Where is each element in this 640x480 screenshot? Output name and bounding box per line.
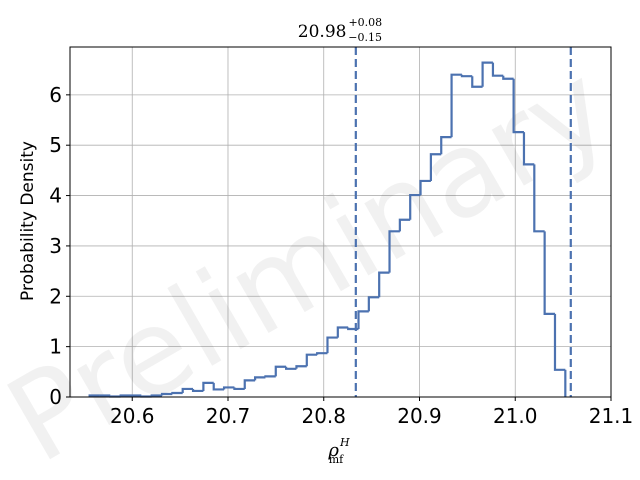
histogram-bin [160,392,173,396]
histogram-bin [357,310,369,330]
histogram-bin [109,395,121,398]
histogram-bin [388,230,400,273]
plot-frame [69,46,612,398]
y-tick-label: 4 [49,184,62,208]
histogram-bin [419,179,431,196]
x-axis-label: ρH mf [327,436,350,466]
x-tick-label: 20.6 [110,404,155,428]
histogram-bin [150,394,163,397]
histogram-bin [440,136,452,155]
histogram-bin [119,394,131,397]
histogram-bin [398,218,411,232]
y-axis-label: Probability Density [18,141,38,301]
histogram-bin [212,382,225,391]
histogram-bin [502,75,514,80]
histogram-bin [140,395,152,398]
y-tick-label: 6 [49,83,62,107]
y-tick-label: 1 [49,335,62,359]
histogram-bin [326,336,338,354]
x-tick-label: 21.1 [589,404,634,428]
x-tick-label: 20.8 [301,404,346,428]
histogram-bin [191,388,204,393]
credible-interval-lines [354,47,572,397]
x-tick-label: 21.0 [493,404,538,428]
y-tick-label: 3 [49,234,62,258]
histogram-bin [222,386,235,390]
histogram-bin [316,352,328,355]
histogram-bin [471,76,483,88]
histogram-bin [181,387,194,393]
histogram-bin [264,375,276,378]
x-label-superscript: H [339,436,350,449]
histogram-bin [243,379,256,389]
histogram-bin [429,153,442,181]
y-tick-label: 5 [49,133,62,157]
histogram-bin [253,376,266,381]
histogram-bin [305,353,318,367]
histogram-bin [533,164,545,233]
x-tick-label: 20.7 [206,404,251,428]
histogram-bin [460,74,473,78]
title-subscript: −0.15 [348,31,382,44]
histogram-bin [202,381,214,391]
histogram-bin [336,326,349,338]
y-tick-label: 2 [49,284,62,308]
histogram-bin [378,271,390,298]
chart-title: 20.98 +0.08 −0.15 [298,16,382,44]
histogram-bin [491,62,504,77]
x-axis-ticks: 20.6 20.7 20.8 20.9 21.0 21.1 [110,397,633,428]
histogram-bin [512,78,524,134]
y-tick-label: 0 [49,385,62,409]
series-layer [88,61,567,398]
histogram-bin [450,73,462,138]
histogram-bin [295,365,307,369]
histogram-bin [481,61,493,87]
title-superscript: +0.08 [348,16,382,29]
histogram-bin [171,391,183,395]
y-axis-ticks: 0 1 2 3 4 5 6 [49,83,70,409]
x-label-subscript: mf [329,453,344,466]
x-label-main: ρ [327,440,339,461]
histogram-bin [347,327,359,331]
histogram-bin [88,394,100,397]
histogram-bin [409,193,421,220]
histogram-bin [553,313,566,371]
histogram-bin [367,296,380,312]
histogram-bin [522,132,535,166]
histogram-bin [543,231,555,316]
histogram-bin [233,387,245,391]
x-tick-label: 20.9 [397,404,442,428]
histogram-bin [274,365,287,377]
histogram-bin [285,366,297,370]
title-main: 20.98 [298,22,347,42]
